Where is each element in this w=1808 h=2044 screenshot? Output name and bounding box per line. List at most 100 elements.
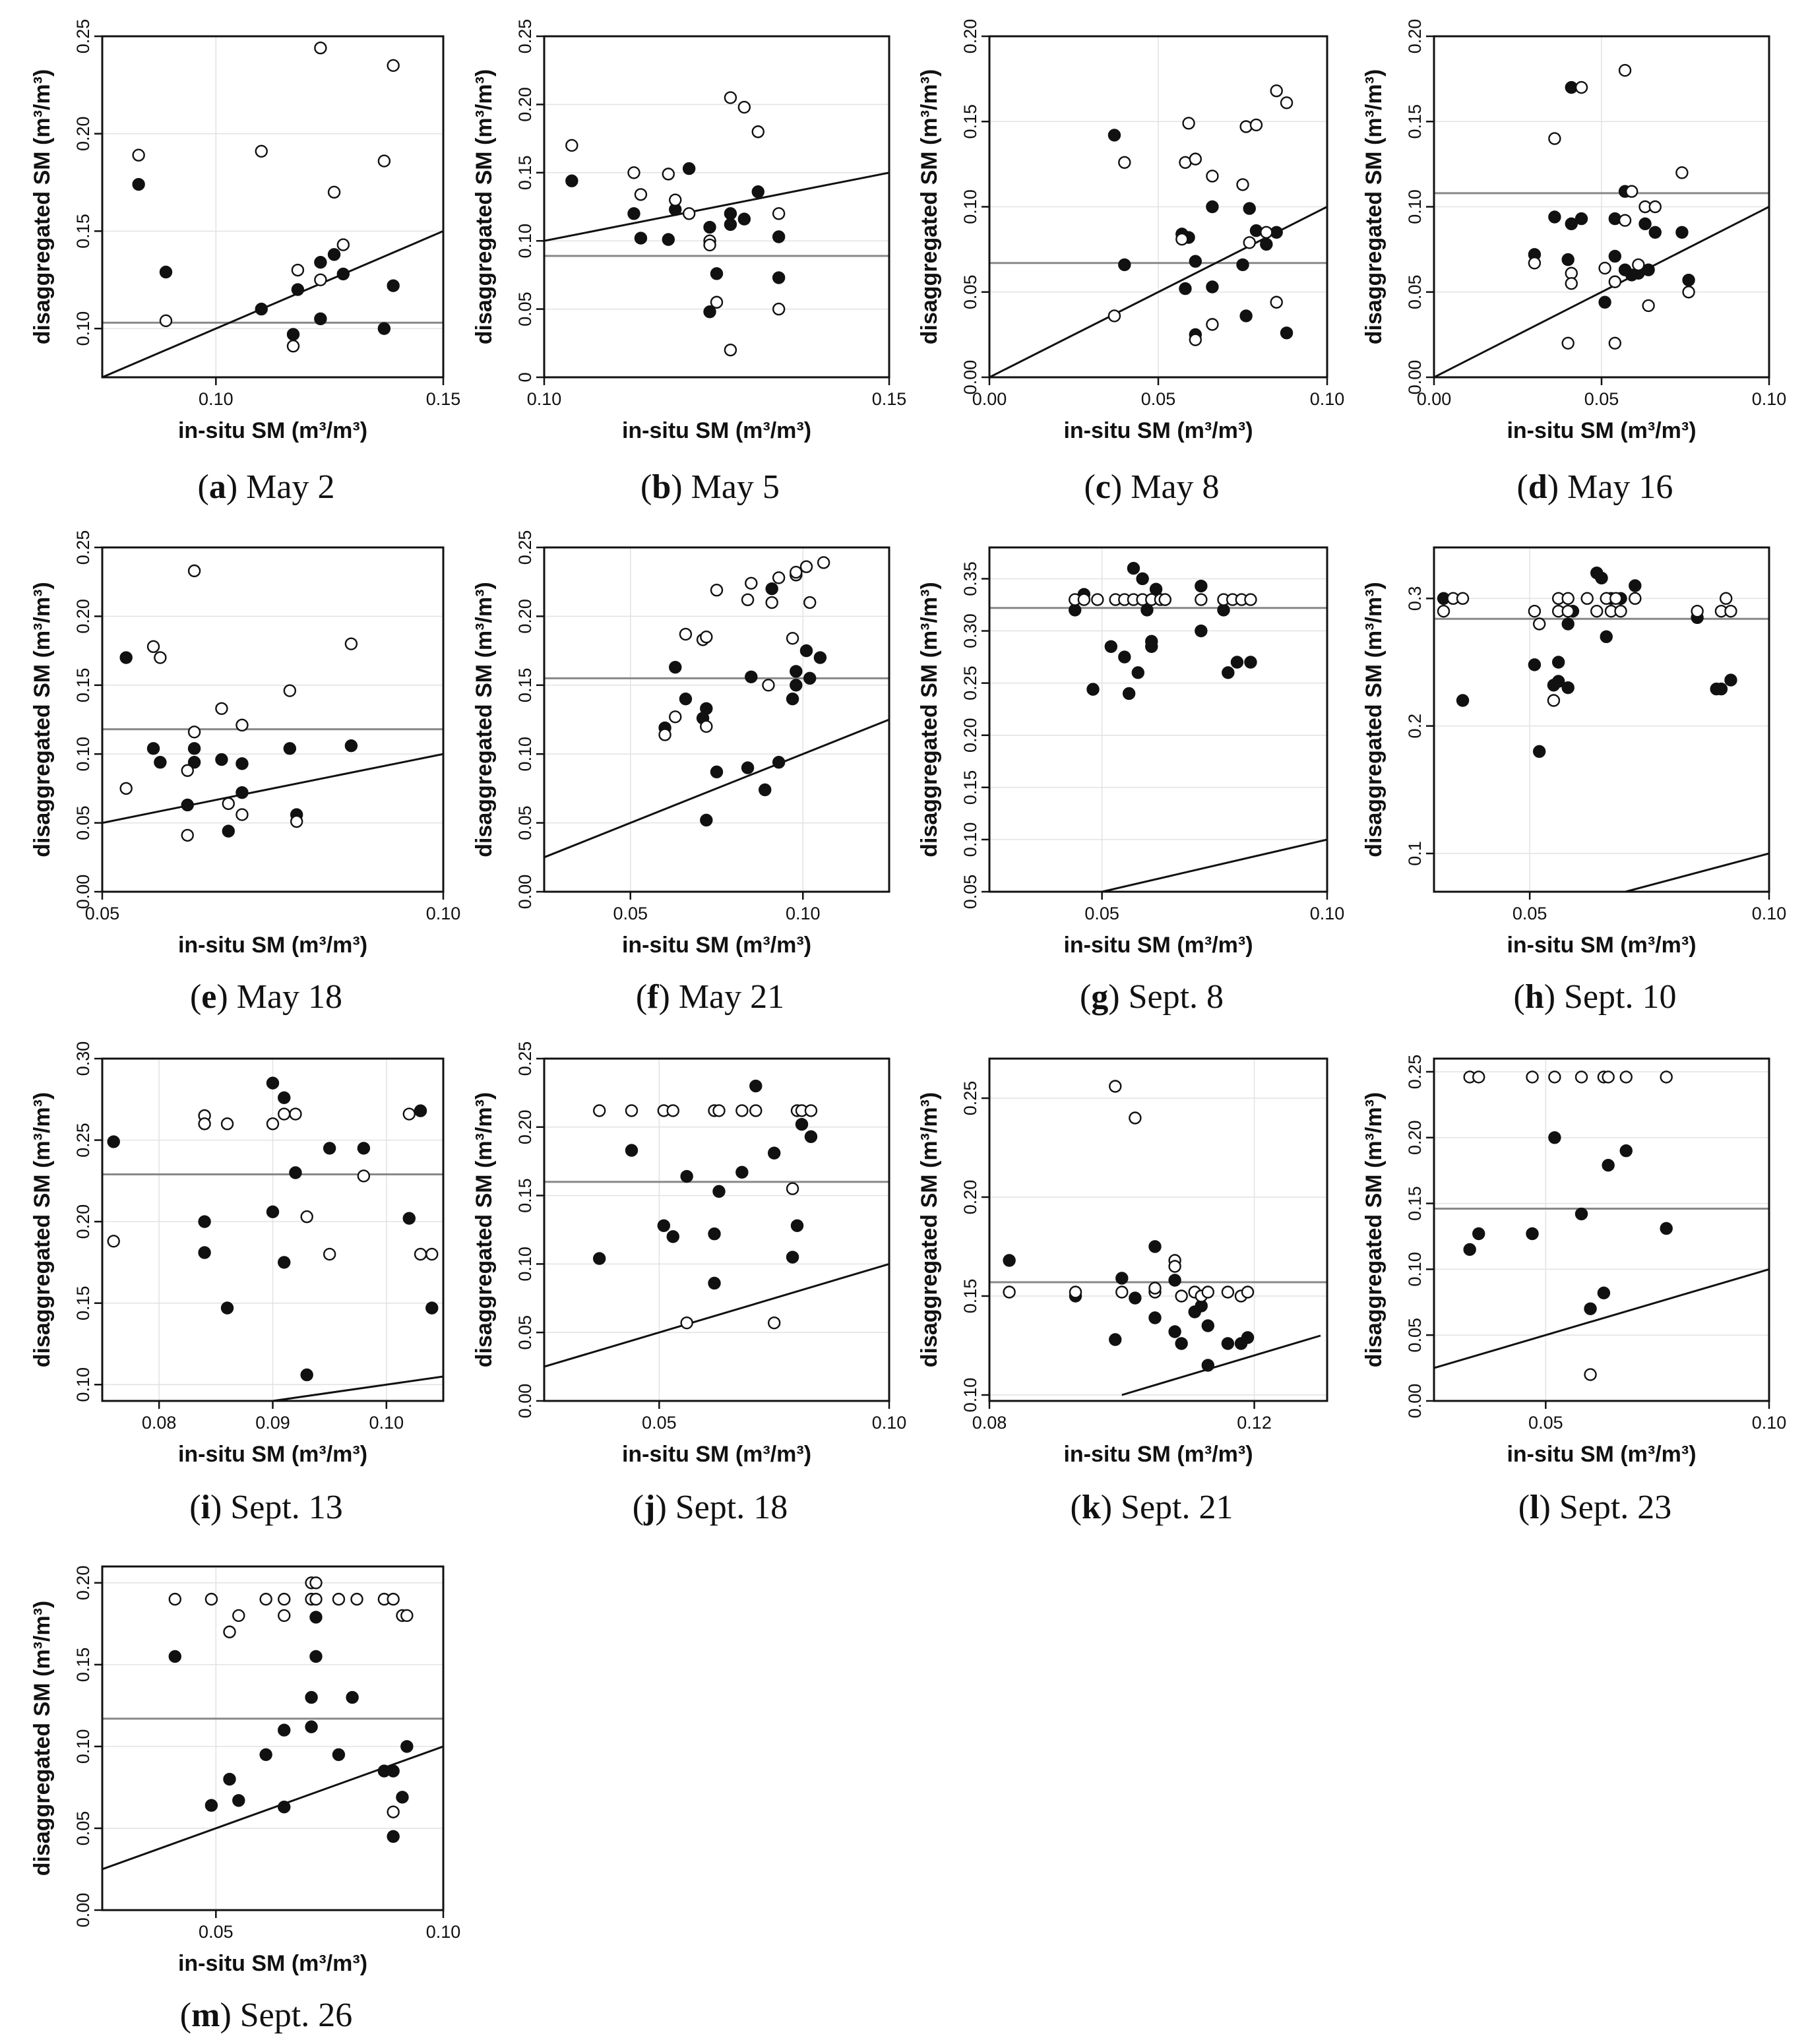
y-tick-label: 0.05 [960,274,980,309]
data-point-filled [767,1146,781,1160]
caption-letter: e [201,978,216,1016]
caption-letter: a [209,468,226,506]
data-point-open [1574,1070,1588,1084]
caption-date: ) May 5 [671,468,780,506]
data-point-open [425,1247,439,1261]
data-point-open [790,565,803,579]
data-point-open [314,42,327,55]
caption-date: ) Sept. 18 [655,1489,788,1526]
y-tick-label: 0.25 [73,530,93,565]
data-point-open [751,125,764,139]
one-to-one-line [544,718,889,859]
data-point-open [146,640,160,654]
plot-frame [1433,546,1770,893]
data-point-filled [813,651,827,664]
y-axis-title: disaggregated SM (m³/m³) [1361,69,1387,344]
y-tick-label: 0.25 [960,666,980,700]
data-point-open [278,1592,291,1606]
data-point-filled [235,786,249,799]
data-point-open [1561,336,1574,350]
data-point-filled [278,1091,291,1105]
one-to-one-line [102,753,443,824]
x-tick-label: 0.10 [426,1922,461,1942]
data-point-open [223,1625,236,1638]
data-point-open [1107,309,1121,323]
data-point-filled [289,1166,302,1179]
data-point-open [168,1592,181,1606]
x-tick-label: 0.05 [1084,904,1119,923]
y-axis-title: disaggregated SM (m³/m³) [1361,1092,1387,1367]
data-point-open [1574,80,1588,94]
plot-frame [101,546,445,893]
data-point-open [710,295,724,309]
data-point-filled [627,207,640,220]
x-tick-label: 0.05 [1584,389,1619,409]
data-point-open [1195,593,1208,606]
data-point-open [745,576,758,590]
data-point-open [1528,257,1542,270]
data-point-filled [387,1764,400,1778]
data-point-open [1158,593,1171,606]
panel-k: 0.08 0.12 0.10 0.15 0.20 0.25 in-situ SM (m³/m… [917,1057,1328,1526]
data-point-open [1472,1070,1485,1084]
data-point-filled [1249,224,1263,237]
data-point-filled [1201,1319,1214,1332]
data-point-filled [625,1144,639,1157]
x-tick-label: 0.15 [872,389,907,409]
data-point-filled [1069,604,1082,617]
x-tick-label: 0.00 [972,389,1007,409]
data-point-open [377,154,391,168]
data-point-open [1118,156,1131,169]
data-point-filled [1548,210,1561,224]
data-point-open [181,764,194,777]
data-point-open [680,1316,693,1330]
data-point-open [1682,286,1695,299]
data-point-filled [1642,263,1655,276]
x-axis-title: in-situ SM (m³/m³) [1063,933,1253,958]
data-point-filled [1195,624,1208,638]
plot-area [989,561,1327,892]
data-point-open [309,1592,323,1606]
y-tick-label: 0.00 [73,1893,93,1928]
data-point-open [803,596,817,609]
data-point-filled [724,218,737,232]
data-point-open [357,1169,371,1183]
data-point-open [1280,96,1294,109]
x-tick-label: 0.00 [1417,389,1452,409]
x-axis-title: in-situ SM (m³/m³) [178,933,367,958]
data-point-open [387,1592,400,1606]
x-axis-title: in-situ SM (m³/m³) [1063,1442,1253,1467]
data-point-open [215,702,228,715]
data-point-filled [1584,1302,1597,1315]
caption-paren-open: ( [198,468,209,506]
data-point-open [634,188,648,201]
plot-frame [101,35,445,379]
data-point-filled [259,1748,272,1762]
y-tick-label: 0.20 [515,1110,535,1145]
caption-paren-open: ( [1518,1489,1530,1526]
data-point-filled [146,742,160,755]
data-point-open [344,637,358,650]
panel-caption: (c) May 8 [1084,468,1219,506]
data-point-open [1249,118,1263,132]
one-to-one-line [1434,206,1769,377]
data-point-filled [1236,258,1249,272]
x-tick-label: 0.05 [1512,904,1547,923]
data-point-filled [1526,1227,1539,1241]
data-point-filled [159,265,173,279]
y-tick-label: 0.25 [515,1041,535,1076]
data-point-filled [1217,604,1230,617]
y-tick-label: 0.20 [960,718,980,753]
plot-frame [101,1565,445,1911]
data-point-filled [309,1650,323,1663]
data-point-filled [1239,309,1253,323]
y-tick-label: 0.3 [1405,586,1425,611]
data-point-filled [1551,675,1565,688]
caption-date: ) May 16 [1547,468,1673,506]
data-point-open [749,1104,763,1117]
data-point-open [1548,1070,1561,1084]
plot-area [1434,63,1769,377]
y-tick-label: 0.10 [1405,1252,1425,1287]
panel-d: 0.00 0.05 0.10 0.00 0.05 0.10 0.15 0.20 in-situ … [1361,19,1786,506]
